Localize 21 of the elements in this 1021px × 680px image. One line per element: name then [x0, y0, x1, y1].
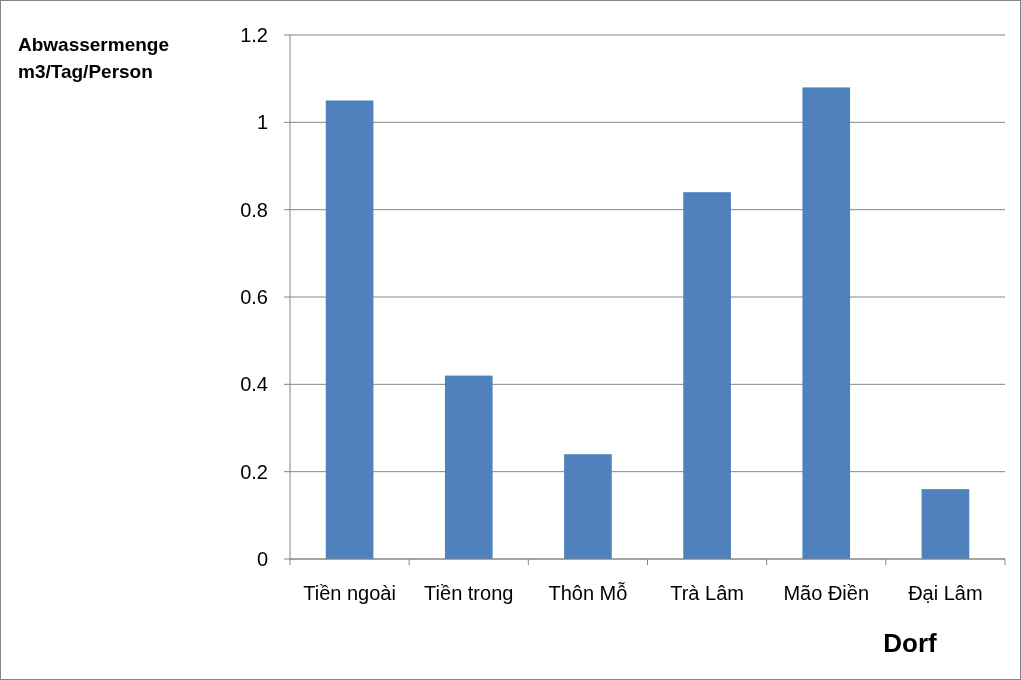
bar	[683, 192, 731, 559]
x-tick-label: Tiền ngoài	[303, 582, 396, 604]
x-tick-label: Trà Lâm	[670, 582, 744, 604]
bar	[802, 87, 851, 559]
y-tick-label: 0.6	[240, 286, 268, 308]
y-tick-label: 1	[256, 111, 268, 134]
x-tick-label: Mão Điền	[783, 582, 870, 604]
y-tick-label: 0.4	[240, 373, 268, 396]
y-axis-title: Abwassermenge m3/Tag/Person	[18, 34, 170, 82]
bar	[921, 489, 970, 559]
x-tick-label: Thôn Mỗ	[548, 582, 628, 604]
y-tick-label: 1.2	[240, 24, 268, 46]
bar	[444, 375, 493, 559]
x-tick-label: Đại Lâm	[908, 582, 983, 604]
bar	[564, 454, 612, 559]
x-axis-title: Dorf	[883, 628, 938, 658]
y-tick-label: 0	[256, 548, 268, 570]
x-tick-label: Tiền trong	[424, 582, 514, 604]
y-tick-label: 0.8	[240, 198, 268, 221]
bar	[325, 100, 374, 559]
y-tick-label: 0.2	[240, 460, 268, 483]
